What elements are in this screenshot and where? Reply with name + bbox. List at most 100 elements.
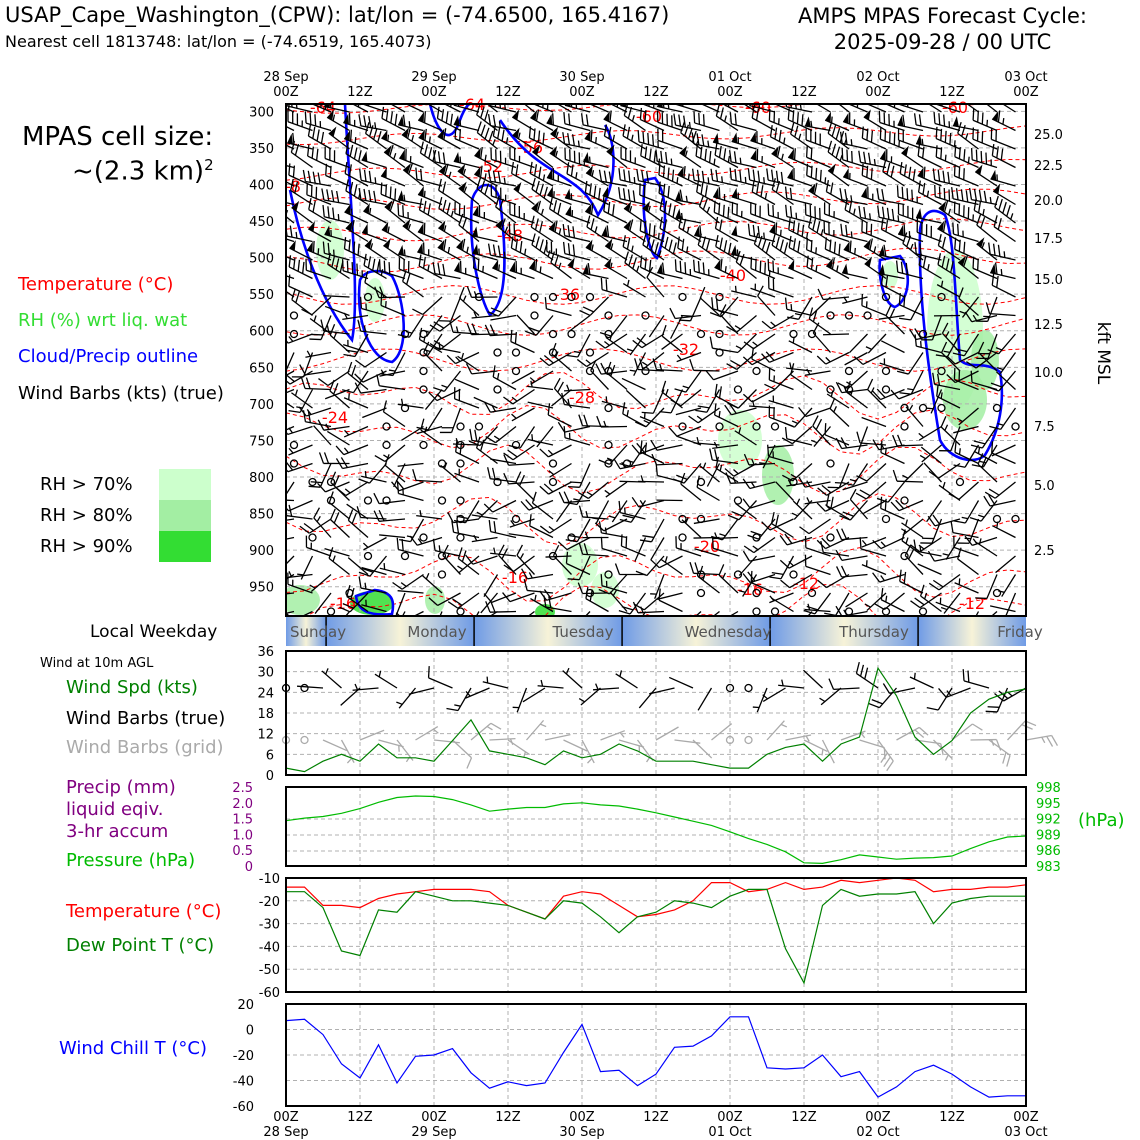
barb-full (348, 239, 351, 252)
barb-full (324, 146, 326, 159)
barb-full (455, 440, 458, 453)
barb-staff (397, 590, 424, 594)
wind-barb (932, 372, 961, 391)
barb-full (531, 233, 536, 245)
calm-circle (992, 514, 1002, 524)
barb-half (880, 541, 886, 547)
barb-half (605, 396, 608, 403)
barb-full (316, 129, 320, 142)
barb-full (383, 260, 386, 273)
wind-barb (290, 140, 313, 169)
cloud-outline (918, 209, 1004, 462)
barb-staff (383, 151, 406, 169)
wind-barb (286, 566, 313, 579)
barb-half (948, 121, 951, 128)
barb-flag (675, 190, 682, 201)
bottom-hour-label-4: 00Z (569, 1110, 595, 1125)
barb-staff (564, 197, 591, 206)
barb-half (885, 595, 888, 603)
barb-full (598, 521, 603, 533)
barb-full (824, 423, 827, 435)
barb-full (648, 223, 651, 236)
barb-half (384, 301, 387, 308)
barb-staff (986, 574, 998, 599)
barb-half (402, 488, 404, 495)
wind-barb (605, 334, 628, 354)
wind-barb (826, 533, 835, 542)
wind-barbs-profile (266, 104, 1020, 616)
barb-staff (604, 135, 628, 150)
barb-full (810, 239, 813, 252)
wind-barb (307, 124, 332, 150)
wind-barb (750, 148, 776, 169)
barb-staff (546, 176, 572, 187)
wind-barb (637, 130, 665, 150)
barb-half (571, 210, 574, 217)
barb-half (584, 531, 589, 538)
calm-circle (567, 292, 576, 302)
barb-full (374, 286, 380, 298)
wind-barb (731, 225, 757, 243)
wind-barb (731, 285, 757, 298)
barb-full (814, 206, 816, 219)
wind-barb (325, 163, 350, 187)
barb-full (358, 168, 362, 181)
calm-circle (744, 735, 753, 745)
barb-half (795, 212, 798, 220)
barb-full (883, 112, 886, 125)
calm-circle (308, 533, 317, 542)
barb-half (326, 325, 330, 332)
wind-barb (286, 233, 295, 243)
barb-half (518, 155, 521, 163)
barb-staff (314, 592, 332, 614)
barb-full (778, 129, 782, 142)
wind-barb (639, 412, 665, 428)
barb-flag (418, 185, 424, 197)
barb-full (680, 472, 686, 485)
wind-barb (798, 476, 831, 488)
barb-half (640, 475, 644, 482)
barb-flag (547, 186, 553, 198)
barb-full (958, 147, 961, 159)
barb-staff (861, 195, 887, 206)
barb-full (342, 602, 354, 609)
barb-staff (694, 548, 720, 557)
wind-barb (770, 597, 794, 613)
calm-circle (752, 366, 761, 376)
barb-flag (583, 152, 590, 163)
wind-barb (355, 351, 387, 368)
wind-barb (476, 104, 498, 132)
weekday-tuesday: Tuesday (551, 623, 613, 641)
barb-full (442, 152, 446, 165)
precip-tick-1: 0.5 (232, 844, 253, 859)
barb-full (529, 161, 533, 174)
barb-full (606, 225, 610, 238)
wind-barb (323, 295, 350, 298)
top-hour-label-8: 00Z (865, 85, 891, 100)
barb-full (681, 238, 685, 251)
barb-half (897, 215, 900, 222)
barb-full (697, 405, 710, 409)
wind-barb (790, 363, 813, 391)
wind-barb (878, 244, 905, 261)
barb-staff (731, 123, 757, 132)
dewpoint-line (286, 888, 1026, 985)
barb-full (266, 238, 274, 250)
wind-barb (328, 126, 350, 150)
barb-full (446, 354, 456, 365)
wind-barb-grid (711, 723, 733, 741)
barb-flag (897, 115, 904, 127)
barb-full (792, 238, 796, 251)
barb-full (485, 601, 491, 613)
barb-half (763, 177, 765, 184)
barb-flag (454, 261, 460, 273)
wind-barb (711, 297, 739, 317)
wind-barb (381, 129, 406, 150)
barb-full (651, 453, 658, 466)
wind-barb (328, 491, 350, 520)
barb-full (415, 167, 418, 180)
barb-half (459, 119, 462, 127)
barb-staff (343, 444, 369, 456)
barb-full (998, 198, 1003, 211)
wind-barb (976, 237, 998, 261)
